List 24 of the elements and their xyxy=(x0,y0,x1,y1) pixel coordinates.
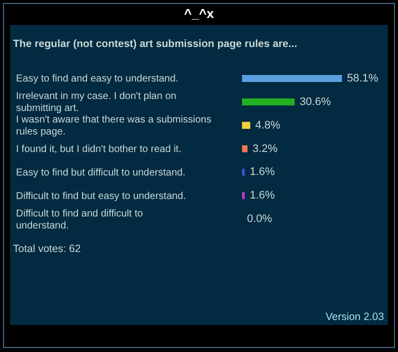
bar xyxy=(242,122,250,129)
y-tick-label: Difficult to find but easy to understand. xyxy=(16,190,186,202)
text: The regular (not contest) art submission page rules are... xyxy=(13,38,298,50)
bar xyxy=(242,145,248,152)
data-label: 1.6% xyxy=(250,166,276,178)
data-label: 30.6% xyxy=(300,96,332,108)
chart-title: ^_^x xyxy=(183,6,215,21)
y-tick-label: I wasn't aware that there was a submissions rules page. xyxy=(16,114,212,138)
data-label: 0.0% xyxy=(247,213,272,226)
y-tick-label: Easy to find and easy to understand. xyxy=(16,73,178,84)
data-label: 58.1% xyxy=(347,72,378,84)
y-tick-label: Irrelevant in my case. I don't plan on submitting art. xyxy=(16,90,176,114)
y-tick-label: Difficult to find and difficult to understand. xyxy=(16,208,144,231)
data-label: 1.6% xyxy=(250,190,276,202)
y-tick-label: I found it, but I didn't bother to read it. xyxy=(16,144,182,154)
bar xyxy=(242,168,245,176)
y-tick-label: Easy to find but difficult to understand. xyxy=(16,166,186,178)
bar xyxy=(242,98,295,106)
text: Version 2.03 xyxy=(326,311,384,323)
data-label: 4.8% xyxy=(255,119,281,132)
bar xyxy=(242,75,342,82)
data-label: 3.2% xyxy=(252,142,278,155)
text: Total votes: 62 xyxy=(13,243,81,255)
bar xyxy=(242,192,245,200)
